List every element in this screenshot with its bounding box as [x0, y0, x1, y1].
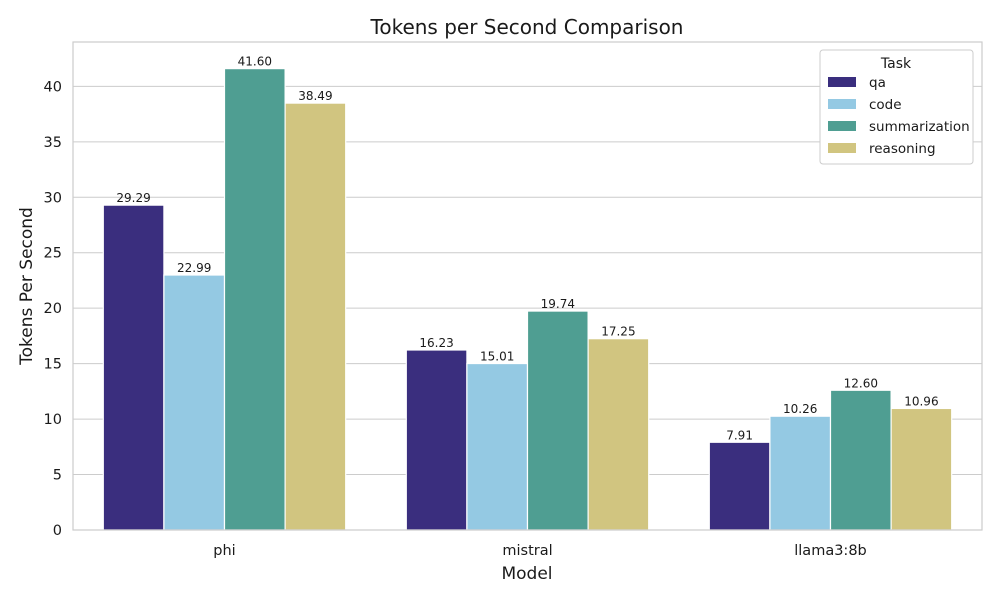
- bar-qa-llama3-8b: [708, 441, 771, 531]
- y-axis-label: Tokens Per Second: [17, 207, 37, 366]
- bar-qa-mistral: [405, 349, 468, 531]
- bar-reasoning-phi: [284, 102, 347, 531]
- bar-reasoning-mistral: [587, 338, 650, 531]
- y-tick-label: 10: [44, 412, 62, 428]
- legend-label-summarization: summarization: [869, 119, 970, 135]
- bar-value-label: 19.74: [541, 297, 575, 311]
- bar-code-phi: [163, 274, 226, 531]
- y-tick-label: 35: [44, 135, 62, 151]
- bar-code-mistral: [466, 362, 529, 531]
- bar-summarization-mistral: [526, 310, 589, 531]
- plot-frame: [72, 41, 983, 531]
- legend-title: Task: [880, 56, 912, 72]
- bar-value-label: 41.60: [238, 55, 272, 69]
- bar-value-labels: 29.29 22.99 41.60 38.49 16.23 15.01 19.74 17.25…: [116, 55, 938, 443]
- x-axis-ticks: phi mistral llama3:8b: [213, 543, 866, 559]
- chart-title: Tokens per Second Comparison: [370, 15, 684, 39]
- bar-value-label: 29.29: [116, 191, 150, 205]
- bar-value-label: 10.26: [783, 402, 817, 416]
- x-tick-label: phi: [213, 543, 235, 559]
- bar-reasoning-llama3-8b: [890, 407, 953, 531]
- y-tick-label: 25: [44, 246, 62, 262]
- bar-value-label: 15.01: [480, 350, 514, 364]
- bar-value-label: 16.23: [419, 336, 453, 350]
- bar-value-label: 22.99: [177, 261, 211, 275]
- bar-value-label: 12.60: [844, 376, 878, 390]
- legend-box: [819, 49, 974, 165]
- y-tick-label: 30: [44, 190, 62, 206]
- legend-items: qa code summarization reasoning: [828, 75, 970, 157]
- bar-value-label: 17.25: [601, 325, 635, 339]
- bar-value-label: 10.96: [904, 394, 938, 408]
- legend-label-qa: qa: [869, 75, 886, 91]
- legend-label-code: code: [869, 97, 902, 113]
- bars: [102, 68, 953, 531]
- legend: Task qa code summarization reasoning: [819, 49, 974, 165]
- bar-value-label: 7.91: [726, 428, 753, 442]
- x-axis-label: Model: [501, 564, 552, 584]
- y-tick-label: 40: [44, 79, 62, 95]
- y-tick-label: 20: [44, 301, 62, 317]
- legend-label-reasoning: reasoning: [869, 141, 936, 157]
- bar-qa-phi: [102, 204, 165, 531]
- x-tick-label: mistral: [502, 543, 552, 559]
- bar-value-label: 38.49: [298, 89, 332, 103]
- y-tick-label: 15: [44, 357, 62, 373]
- bar-code-llama3-8b: [769, 415, 832, 531]
- legend-swatch-qa: [828, 77, 856, 87]
- y-tick-label: 5: [53, 468, 62, 484]
- legend-swatch-code: [828, 99, 856, 109]
- x-tick-label: llama3:8b: [794, 543, 867, 559]
- y-axis-ticks: 0 5 10 15 20 25 30 35 40: [44, 79, 62, 539]
- legend-swatch-summarization: [828, 121, 856, 131]
- bar-summarization-llama3-8b: [829, 389, 892, 531]
- bar-summarization-phi: [223, 68, 286, 531]
- legend-swatch-reasoning: [828, 143, 856, 153]
- y-tick-label: 0: [53, 523, 62, 539]
